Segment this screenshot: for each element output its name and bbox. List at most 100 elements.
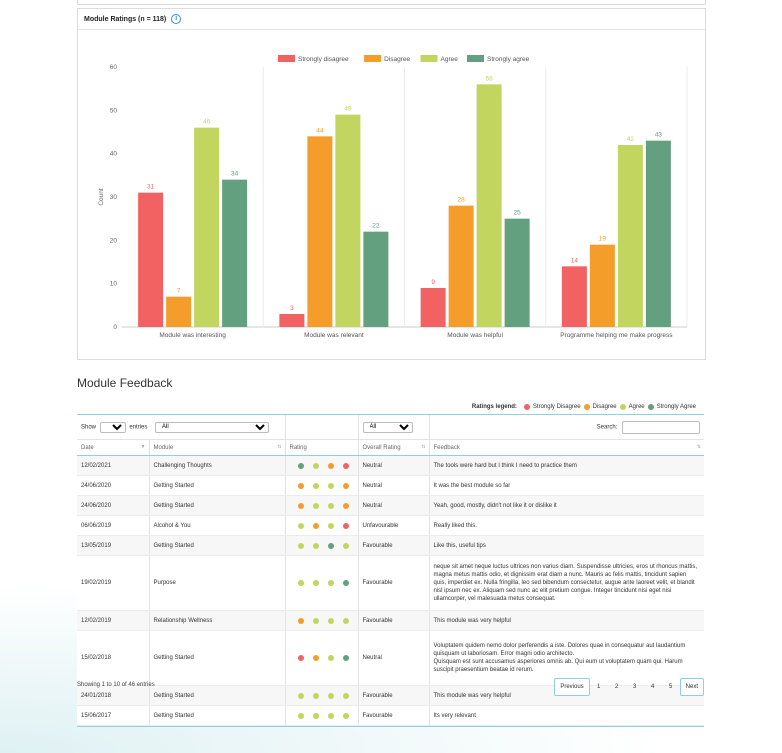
cell-overall-rating: Favourable [358, 555, 430, 611]
page-number-button[interactable]: 1 [596, 684, 601, 690]
entries-select[interactable]: 10 [99, 421, 126, 433]
rating-dot [297, 482, 304, 489]
legend-label-2: Agree [441, 56, 459, 63]
page-number-button[interactable]: 3 [632, 684, 637, 690]
next-button[interactable]: Next [679, 678, 704, 696]
info-icon[interactable]: i [171, 14, 182, 24]
rating-dot [312, 580, 319, 586]
rating-dots [290, 712, 354, 719]
cell-overall-rating: Neutral [358, 455, 430, 476]
sort-desc-icon: ▼ [140, 444, 146, 450]
entries-label: entries [129, 424, 148, 430]
overall-rating-filter-select[interactable]: All [362, 421, 413, 433]
x-tick-label: Module was helpful [447, 332, 503, 339]
cell-rating [285, 515, 359, 536]
table-row[interactable]: 15/02/2018 Getting Started Neutral Voluptat… [77, 630, 704, 686]
table-row[interactable]: 12/02/2021 Challenging Thoughts Neutral The… [77, 455, 704, 476]
column-overall-rating[interactable]: Overall Rating ⇅ [358, 439, 430, 456]
cell-rating [285, 610, 359, 631]
cell-module: Purpose [149, 555, 286, 611]
pagination: Previous 1 2 3 4 5 Next [554, 678, 704, 696]
rating-dot [297, 462, 304, 469]
legend-text-1: Disagree [592, 404, 617, 410]
cell-overall-rating: Unfavourable [358, 515, 430, 536]
search-input[interactable] [622, 420, 700, 434]
table-row[interactable]: 13/05/2019 Getting Started Favourable Like … [77, 535, 704, 556]
rating-dot [342, 522, 349, 529]
data-label-1-0: 3 [290, 305, 294, 312]
cell-feedback: Yeah, good, mostly, didn't not like it o… [429, 495, 704, 516]
feedback-table-wrapper: Show 10 entries All All Search: Date ▼ Mo… [77, 414, 704, 727]
cell-rating [285, 685, 359, 706]
legend-text-2: Agree [628, 404, 645, 410]
table-row[interactable]: 24/06/2020 Getting Started Neutral It was t… [77, 475, 704, 496]
previous-button[interactable]: Previous [554, 678, 590, 696]
y-tick-label: 50 [110, 107, 118, 114]
bar-3-1 [589, 244, 615, 327]
cell-date: 06/06/2019 [77, 515, 150, 536]
sort-icon: ⇅ [277, 444, 282, 450]
cell-date: 15/02/2018 [77, 630, 150, 686]
data-label-2-1: 28 [458, 197, 466, 204]
rating-dot [327, 502, 334, 509]
module-filter-select[interactable]: All [155, 421, 270, 433]
cell-module: Getting Started [149, 495, 286, 516]
length-filter-cell: Show 10 entries All [77, 415, 286, 440]
data-label-3-1: 19 [599, 236, 607, 243]
page-number-button[interactable]: 5 [668, 684, 673, 690]
data-label-2-3: 25 [514, 210, 522, 217]
data-label-3-0: 14 [571, 257, 579, 264]
rating-dot [342, 712, 349, 719]
ratings-legend-label: Ratings legend: [471, 404, 517, 410]
rating-dot [327, 542, 334, 549]
column-feedback[interactable]: Feedback ⇅ [429, 439, 704, 456]
ratings-bar-chart: Strongly disagree Disagree Agree Strongly a… [98, 55, 688, 339]
cell-overall-rating: Neutral [358, 475, 430, 496]
data-label-2-2: 56 [486, 75, 494, 82]
cell-rating [285, 705, 359, 726]
column-date[interactable]: Date ▼ [77, 439, 150, 456]
cell-rating [285, 495, 359, 516]
cell-date: 24/06/2020 [77, 475, 150, 496]
cell-feedback: Like this, useful tips [429, 535, 704, 556]
rating-dot [342, 580, 349, 586]
rating-dots [290, 522, 354, 529]
ratings-legend: Ratings legend: Strongly Disagree Disagre… [472, 404, 696, 410]
page-number-button[interactable]: 4 [650, 684, 655, 690]
bar-1-1 [307, 136, 333, 327]
cell-date: 24/06/2020 [77, 495, 150, 516]
column-rating: Rating [285, 439, 359, 456]
table-header-row: Date ▼ Module ⇅ Rating Overall Rating ⇅ Fee… [77, 439, 704, 456]
rating-dot [342, 617, 349, 624]
table-row[interactable]: 19/02/2019 Purpose Favourable neque sit ame… [77, 555, 704, 611]
rating-dot [297, 522, 304, 529]
y-axis-label: Count [98, 188, 105, 206]
table-row[interactable]: 15/06/2017 Getting Started Favourable Its v… [77, 705, 704, 726]
table-row[interactable]: 24/06/2020 Getting Started Neutral Yeah, go… [77, 495, 704, 516]
bar-1-3 [363, 231, 389, 327]
rating-dot [327, 617, 334, 624]
data-label-1-3: 22 [372, 223, 380, 230]
rating-dot [342, 462, 349, 469]
bar-3-0 [561, 266, 587, 327]
x-tick-label: Module was relevant [304, 332, 364, 339]
table-row[interactable]: 06/06/2019 Alcohol & You Unfavourable Reall… [77, 515, 704, 536]
data-label-1-1: 44 [316, 127, 324, 134]
legend-swatch-0 [278, 55, 295, 62]
cell-module: Getting Started [149, 475, 286, 496]
legend-swatch-1 [364, 55, 382, 62]
legend-dot-0 [523, 404, 530, 410]
data-label-3-3: 43 [655, 132, 663, 139]
column-module[interactable]: Module ⇅ [149, 439, 286, 456]
ratings-legend-items: Strongly Disagree Disagree Agree Strongly A… [521, 404, 696, 410]
cell-overall-rating: Favourable [358, 705, 430, 726]
table-row[interactable]: 12/02/2019 Relationship Wellness Favourabl… [77, 610, 704, 631]
cell-overall-rating: Favourable [358, 685, 430, 706]
bar-2-2 [476, 84, 502, 327]
legend-dot-3 [647, 404, 654, 410]
rating-dot [312, 462, 319, 469]
rating-dot [297, 712, 304, 719]
rating-dot [297, 655, 304, 661]
page-number-button[interactable]: 2 [614, 684, 619, 690]
data-label-1-2: 49 [344, 106, 352, 113]
